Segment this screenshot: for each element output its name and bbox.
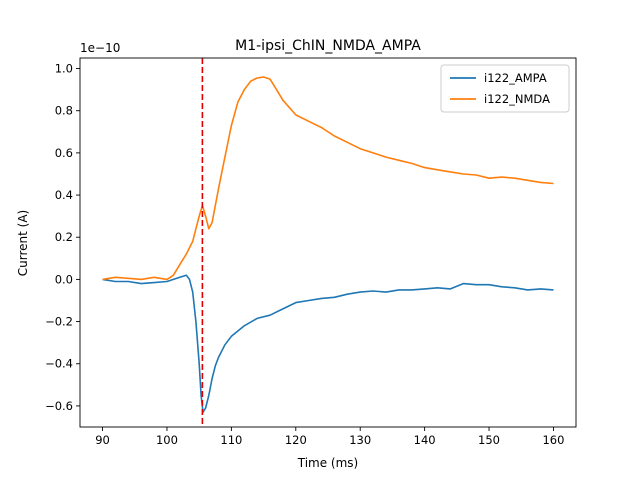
y-axis-scale-label: 1e−10 — [80, 41, 120, 55]
x-tick-label: 160 — [542, 433, 564, 447]
x-tick-label: 110 — [220, 433, 242, 447]
y-tick-label: −0.4 — [45, 357, 73, 371]
x-axis-label: Time (ms) — [297, 456, 359, 470]
legend-label-1: i122_NMDA — [484, 92, 550, 106]
y-tick-label: 1.0 — [55, 62, 73, 76]
x-tick-label: 150 — [478, 433, 500, 447]
y-tick-label: 0.2 — [55, 230, 73, 244]
y-tick-label: −0.2 — [45, 315, 73, 329]
y-tick-label: 0.4 — [55, 188, 73, 202]
x-axis-ticks: 90 100 110 120 130 140 150 160 — [95, 427, 564, 447]
y-tick-label: 0.8 — [55, 104, 73, 118]
legend: i122_AMPA i122_NMDA — [440, 64, 570, 113]
y-tick-label: −0.6 — [45, 399, 73, 413]
y-axis-ticks: −0.6 −0.4 −0.2 0.0 0.2 0.4 0.6 0.8 1.0 — [45, 62, 80, 413]
x-tick-label: 140 — [414, 433, 436, 447]
x-tick-label: 120 — [285, 433, 307, 447]
legend-label-0: i122_AMPA — [484, 71, 547, 85]
axes-frame — [79, 57, 577, 428]
legend-box — [440, 64, 570, 113]
series-line-1 — [102, 76, 554, 281]
x-tick-label: 100 — [156, 433, 178, 447]
y-axis-label: Current (A) — [16, 210, 30, 276]
series-line-0 — [102, 274, 554, 413]
y-tick-label: 0.6 — [55, 146, 73, 160]
chart-title: M1-ipsi_ChIN_NMDA_AMPA — [235, 38, 421, 54]
plot-area — [79, 57, 577, 428]
x-tick-label: 130 — [349, 433, 371, 447]
y-tick-label: 0.0 — [55, 272, 73, 286]
x-tick-label: 90 — [95, 433, 110, 447]
